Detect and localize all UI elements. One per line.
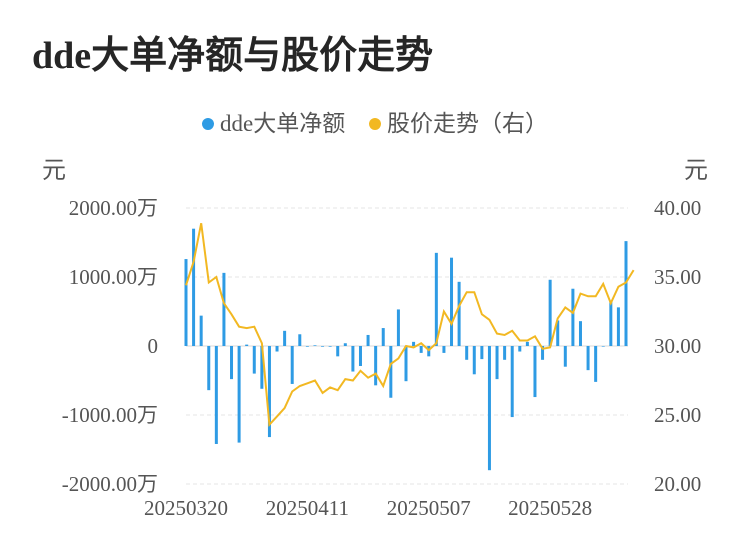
left-tick-label: 1000.00万 [69,265,158,289]
dde-bar[interactable] [533,346,537,398]
right-tick-label: 25.00 [654,403,701,427]
legend-dot-price [368,117,381,130]
dde-bar[interactable] [442,346,446,353]
chart-title: dde大单净额与股价走势 [32,35,434,77]
left-axis: 2000.00万 1000.00万 0 -1000.00万 -2000.00万 [62,196,158,496]
legend-label-price: 股价走势（右） [386,111,548,136]
dde-bar[interactable] [419,346,423,353]
dde-bar[interactable] [503,346,507,360]
dde-bar[interactable] [396,309,400,346]
dde-bar[interactable] [237,346,241,443]
dde-bar[interactable] [487,346,491,471]
x-tick-label: 20250507 [387,496,471,520]
legend-label-dde: dde大单净额 [220,111,346,136]
dde-bar[interactable] [207,346,211,391]
dde-bar[interactable] [404,346,408,382]
right-unit-label: 元 [684,158,708,184]
dde-bar[interactable] [495,346,499,380]
dde-bar[interactable] [548,279,552,346]
dde-bar[interactable] [321,346,325,347]
right-tick-label: 35.00 [654,265,701,289]
dde-bar[interactable] [230,346,234,380]
dde-bar[interactable] [222,272,226,346]
dde-bar[interactable] [434,252,438,346]
right-tick-label: 20.00 [654,472,701,496]
left-unit-label: 元 [42,158,66,184]
dde-bar[interactable] [609,300,613,346]
legend-item-dde[interactable]: dde大单净额 [202,108,345,140]
dde-bar[interactable] [465,346,469,360]
dde-bar[interactable] [457,281,461,346]
dde-bar[interactable] [601,346,605,347]
right-tick-label: 30.00 [654,334,701,358]
left-tick-label: 2000.00万 [69,196,158,220]
dde-bar[interactable] [199,315,203,346]
dde-bar[interactable] [343,343,347,346]
dde-bar[interactable] [563,346,567,367]
dde-bar[interactable] [480,346,484,360]
dde-bar[interactable] [305,346,309,347]
dde-bar[interactable] [336,346,340,357]
dde-bar[interactable] [184,259,188,346]
dde-bar[interactable] [374,346,378,386]
dde-bar[interactable] [624,241,628,346]
x-tick-label: 20250528 [508,496,592,520]
dde-bar[interactable] [450,257,454,346]
dde-bar[interactable] [525,341,529,346]
legend-item-price[interactable]: 股价走势（右） [368,108,548,140]
bar-series [184,228,628,471]
dde-bar[interactable] [381,328,385,346]
x-axis: 20250320 20250411 20250507 20250528 [144,496,592,520]
left-tick-label: -2000.00万 [62,472,158,496]
dde-bar[interactable] [328,346,332,347]
legend-dot-dde [202,117,215,130]
dde-bar[interactable] [472,346,476,375]
dde-bar[interactable] [313,345,317,346]
dde-bar[interactable] [283,330,287,346]
dde-bar[interactable] [275,346,279,352]
dde-bar[interactable] [351,346,355,372]
dde-bar[interactable] [214,346,218,444]
dde-bar[interactable] [252,346,256,374]
left-tick-label: 0 [148,334,159,358]
dde-bar[interactable] [298,334,302,346]
dde-bar[interactable] [192,228,196,346]
x-tick-label: 20250411 [266,496,349,520]
dde-bar[interactable] [260,346,264,389]
dde-bar[interactable] [578,321,582,346]
dde-bar[interactable] [412,341,416,346]
dde-bar[interactable] [267,346,271,438]
dde-bar[interactable] [290,346,294,384]
dde-bar[interactable] [586,346,590,371]
dde-bar[interactable] [594,346,598,382]
right-tick-label: 40.00 [654,196,701,220]
dde-bar[interactable] [358,346,362,367]
left-tick-label: -1000.00万 [62,403,158,427]
dde-bar[interactable] [245,344,249,346]
dde-bar[interactable] [389,346,393,398]
price-line[interactable] [185,223,635,428]
dde-bar[interactable] [541,346,545,360]
dde-bar[interactable] [556,320,560,346]
dde-bar[interactable] [616,307,620,346]
dde-bar[interactable] [366,334,370,346]
dde-bar[interactable] [571,288,575,346]
x-tick-label: 20250320 [144,496,228,520]
dde-bar[interactable] [518,346,522,352]
right-axis: 40.00 35.00 30.00 25.00 20.00 [654,196,701,496]
dde-bar[interactable] [510,346,514,418]
gridlines [186,207,628,485]
legend: dde大单净额 股价走势（右） [0,108,750,140]
